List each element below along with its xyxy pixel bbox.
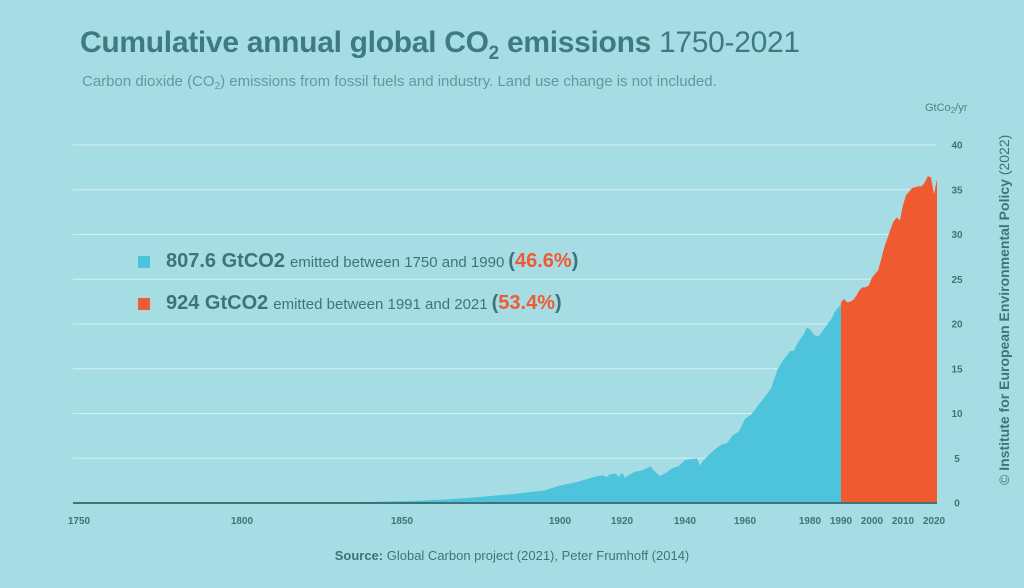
x-tick-label: 1850 [391,516,414,527]
x-tick-label: 1900 [549,516,572,527]
subtitle-part-b: ) emissions from fossil fuels and indust… [220,73,717,90]
legend-amount: 924 GtCO2 [166,292,269,314]
title-subscript: 2 [488,43,500,64]
legend-item-1990: 807.6 GtCO2 emitted between 1750 and 199… [138,250,578,273]
x-axis: 1750 1800 1850 1900 1920 1940 1960 1980 1990 2000… [68,502,946,527]
legend-percent: (53.4%) [492,292,562,315]
copyright-symbol: © [996,470,1012,485]
legend-text: emitted between 1750 and 1990 [289,254,505,271]
x-tick-label: 1990 [830,516,853,527]
x-tick-label: 1800 [231,516,254,527]
unit-part-b: /yr [955,102,968,114]
x-tick-label: 1980 [799,516,822,527]
x-tick-label: 1960 [734,516,757,527]
x-tick-label: 1940 [674,516,697,527]
credit-name: Institute for European Environmental Pol… [996,179,1012,471]
subtitle-part-a: Carbon dioxide (CO [82,73,215,90]
unit-part-a: GtCo [925,102,951,114]
legend-amount: 807.6 GtCO2 [166,250,285,272]
legend-open-paren: ( [508,250,515,272]
chart-title: Cumulative annual global CO2 emissions 1… [80,26,800,63]
unit-subscript: 2 [950,106,956,115]
y-axis-unit: GtCo2/yr [925,102,968,115]
y-tick-label: 5 [954,454,960,465]
y-tick-label: 40 [951,141,963,152]
y-axis: 0 5 10 15 20 25 30 35 40 [951,141,963,510]
title-main: Cumulative annual global CO [80,26,489,59]
legend-percent: (46.6%) [508,250,578,273]
source-label: Source: [334,548,384,563]
legend-swatch-orange [138,298,150,310]
y-tick-label: 0 [954,499,960,510]
source-text: Global Carbon project (2021), Peter Frum… [383,548,690,563]
area-series [79,176,937,504]
y-tick-label: 15 [951,364,963,375]
legend-text: emitted between 1991 and 2021 [273,296,488,313]
legend-item-2021: 924 GtCO2 emitted between 1991 and 2021 … [138,292,562,315]
area-1750-1990 [79,304,841,503]
area-1991-2021 [841,176,937,504]
credit-year: (2022) [996,134,1012,180]
y-tick-label: 30 [951,230,963,241]
x-tick-label: 1920 [611,516,634,527]
source-note: Source: Global Carbon project (2021), Pe… [0,548,1024,563]
title-years: 1750-2021 [650,26,800,59]
chart-subtitle: Carbon dioxide (CO2) emissions from foss… [82,73,717,92]
y-tick-label: 35 [951,185,963,196]
legend-swatch-blue [138,256,150,268]
subtitle-subscript: 2 [214,81,221,92]
credit-text: © Institute for European Environmental P… [996,135,1012,485]
y-tick-label: 25 [951,275,963,286]
x-tick-label: 1750 [68,516,91,527]
x-tick-label: 2000 [861,516,884,527]
y-tick-label: 20 [951,320,963,331]
y-tick-label: 10 [951,409,963,420]
x-tick-label: 2020 [923,516,946,527]
legend-close-paren: ) [555,292,562,314]
legend-open-paren: ( [491,292,499,314]
title-tail: emissions [498,26,651,59]
legend-percent-value: 46.6% [514,250,572,272]
legend-percent-value: 53.4% [498,292,555,314]
x-tick-label: 2010 [892,516,915,527]
legend-close-paren: ) [571,250,579,272]
